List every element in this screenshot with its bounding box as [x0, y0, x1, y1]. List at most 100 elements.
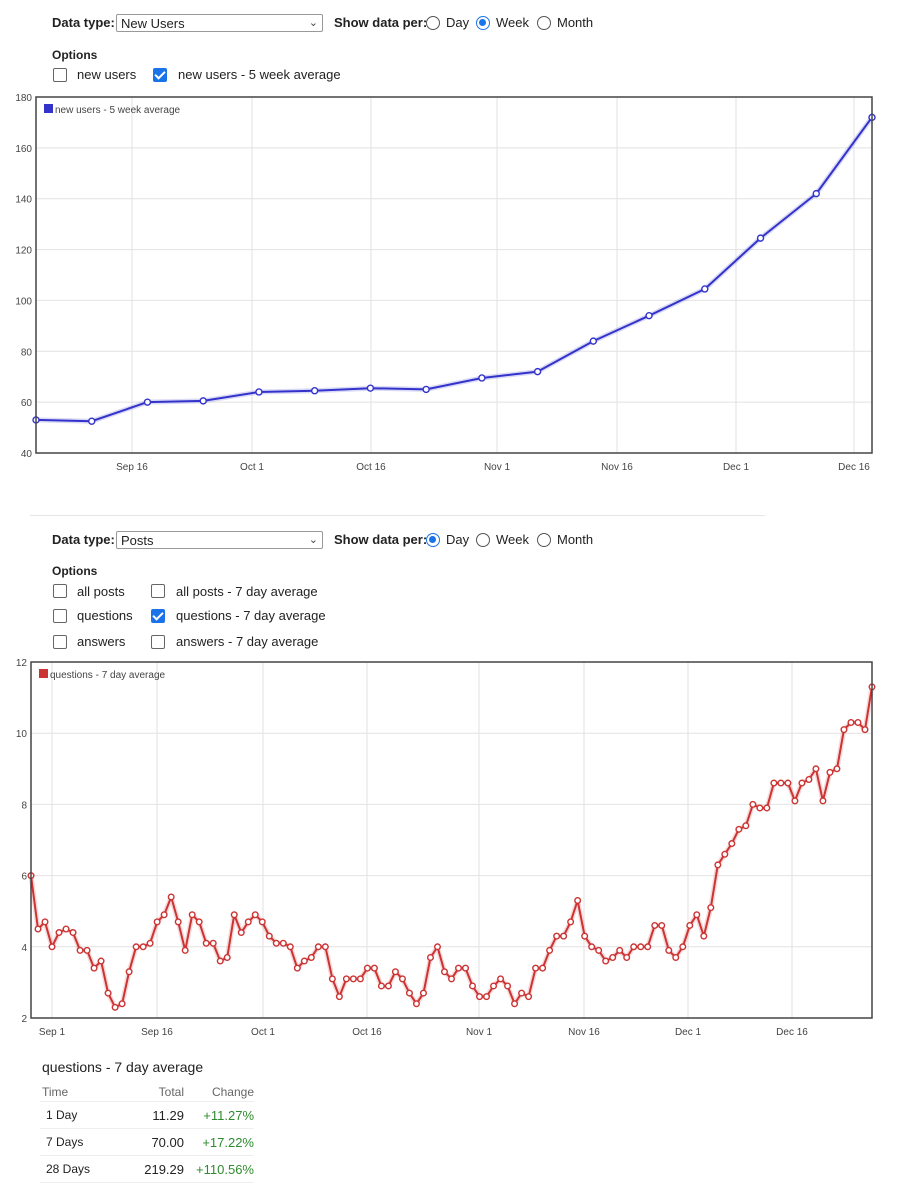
y-tick-label: 80 — [21, 347, 33, 358]
x-tick-label: Sep 1 — [39, 1027, 66, 1038]
y-tick-label: 6 — [21, 872, 27, 883]
data-point — [539, 964, 547, 972]
data-point — [623, 953, 631, 961]
x-tick-label: Nov 16 — [601, 462, 633, 473]
data-point — [153, 918, 161, 926]
data-point — [840, 726, 848, 734]
data-point — [763, 804, 771, 812]
data-point — [391, 968, 399, 976]
data-type-select-2[interactable]: Posts ⌄ — [116, 531, 323, 549]
data-point — [370, 964, 378, 972]
data-point — [581, 932, 589, 940]
data-point — [483, 993, 491, 1001]
data-point — [462, 964, 470, 972]
plot-area — [36, 97, 872, 453]
data-point — [342, 975, 350, 983]
data-point — [230, 911, 238, 919]
new-users-chart: 40 60 80 100 120 140 160 180 Sep 16 Oct 1 Oct 16 No… — [15, 93, 876, 473]
data-point — [195, 918, 203, 926]
data-point — [609, 953, 617, 961]
checkbox-answers[interactable] — [53, 635, 67, 649]
checkbox-questions[interactable] — [53, 609, 67, 623]
data-point — [533, 367, 542, 376]
checkbox-new-users[interactable] — [53, 68, 67, 82]
radio-week[interactable] — [476, 16, 490, 30]
questions-chart: 2 4 6 8 10 12 Sep 1 Sep 16 Oct 1 Oct 16 Nov 1 Nov 1… — [16, 658, 876, 1038]
data-point — [310, 387, 319, 395]
data-point — [90, 964, 98, 972]
row-total: 219.29 — [144, 1161, 184, 1177]
x-tick-label: Oct 1 — [251, 1027, 275, 1038]
data-point — [645, 311, 653, 320]
data-point — [476, 993, 484, 1001]
legend-label: questions - 7 day average — [50, 670, 166, 681]
data-point — [742, 822, 750, 830]
y-tick-label: 10 — [16, 729, 28, 740]
data-point — [847, 719, 855, 727]
data-point — [422, 385, 430, 394]
radio-week-2[interactable] — [476, 533, 490, 547]
x-tick-label: Oct 1 — [240, 462, 264, 473]
data-point — [819, 797, 827, 805]
summary-title: questions - 7 day average — [42, 1059, 204, 1075]
radio-day-label: Day — [446, 15, 470, 30]
data-point — [616, 946, 624, 954]
data-point — [209, 939, 217, 947]
data-point — [602, 957, 610, 965]
data-point — [174, 918, 182, 926]
data-point — [143, 398, 152, 406]
data-point — [455, 964, 463, 972]
data-point — [300, 957, 308, 965]
data-point — [199, 397, 207, 405]
data-point — [377, 982, 385, 990]
radio-month-2[interactable] — [537, 533, 551, 547]
chevron-down-icon: ⌄ — [308, 17, 318, 29]
data-point — [366, 384, 375, 392]
data-point — [286, 943, 294, 951]
data-point — [104, 989, 112, 997]
data-point — [784, 779, 792, 787]
data-point — [560, 932, 568, 940]
radio-week-label-2: Week — [496, 532, 529, 547]
data-point — [202, 939, 210, 947]
data-point — [279, 939, 287, 947]
data-type-label: Data type: — [52, 15, 115, 30]
data-point — [532, 964, 540, 972]
checkbox-all-posts-7d-avg[interactable] — [151, 584, 165, 598]
checkbox-questions-7d-avg[interactable] — [151, 609, 165, 623]
data-point — [791, 797, 799, 805]
data-point — [314, 943, 322, 951]
y-tick-label: 60 — [21, 398, 33, 409]
data-point — [223, 953, 231, 961]
data-point — [497, 975, 505, 983]
series-line — [35, 116, 873, 423]
data-point — [714, 861, 722, 869]
data-point — [251, 911, 259, 919]
show-data-per-label: Show data per: — [334, 15, 428, 30]
data-type-select[interactable]: New Users ⌄ — [116, 14, 323, 32]
checkbox-new-users-5wk-avg[interactable] — [153, 68, 167, 82]
radio-day-2[interactable] — [426, 533, 440, 547]
options-label-2: Options — [52, 564, 98, 578]
radio-month[interactable] — [537, 16, 551, 30]
summary-header-row: Time Total Change — [40, 1083, 254, 1102]
checkbox-all-posts[interactable] — [53, 584, 67, 598]
data-point — [749, 800, 757, 808]
data-point — [160, 911, 168, 919]
header-total: Total — [158, 1085, 184, 1099]
data-point — [335, 993, 343, 1001]
data-point — [405, 989, 413, 997]
data-point — [707, 904, 715, 912]
y-tick-label: 8 — [21, 800, 27, 811]
data-point — [328, 975, 336, 983]
checkbox-answers-7d-avg[interactable] — [151, 635, 165, 649]
data-point — [511, 1000, 519, 1008]
y-tick-label: 2 — [21, 1014, 27, 1025]
data-point — [433, 943, 441, 951]
radio-day[interactable] — [426, 16, 440, 30]
data-point — [478, 374, 486, 382]
row-time: 1 Day — [46, 1108, 78, 1122]
data-point — [76, 946, 84, 954]
data-point — [721, 850, 729, 858]
section-divider — [30, 515, 765, 516]
